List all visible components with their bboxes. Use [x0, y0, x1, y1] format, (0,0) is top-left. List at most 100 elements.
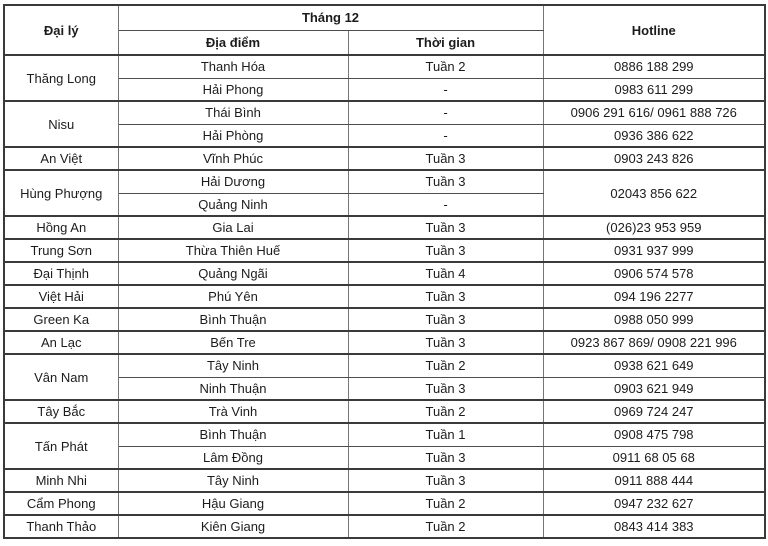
- agent-cell: An Lạc: [3, 330, 119, 355]
- hotline-cell: 094 196 2277: [542, 284, 766, 309]
- table-row: Hải Phong - 0983 611 299: [4, 77, 766, 102]
- time-cell: Tuần 2: [347, 514, 544, 539]
- hotline-cell: 0911 888 444: [542, 468, 766, 493]
- agent-cell: Tấn Phát: [3, 422, 119, 470]
- location-cell: Hải Phòng: [117, 123, 349, 148]
- agent-cell: Green Ka: [3, 307, 119, 332]
- hotline-cell: 0969 724 247: [542, 399, 766, 424]
- table-row: Đại Thịnh Quảng Ngãi Tuần 4 0906 574 578: [3, 261, 766, 286]
- location-cell: Lâm Đồng: [117, 445, 349, 470]
- agent-cell: Hùng Phượng: [3, 169, 119, 217]
- agent-group-cam-phong: Cẩm Phong Hậu Giang Tuần 2 0947 232 627: [3, 491, 766, 516]
- agent-group-hung-phuong: Hùng Phượng Hải Dương Tuần 3 02043 856 6…: [3, 169, 766, 217]
- agent-group-dai-thinh: Đại Thịnh Quảng Ngãi Tuần 4 0906 574 578: [3, 261, 766, 286]
- table-row: Tây Bắc Trà Vinh Tuần 2 0969 724 247: [3, 399, 766, 424]
- location-cell: Bình Thuận: [117, 422, 349, 447]
- time-cell: -: [347, 192, 544, 217]
- hotline-cell: 0843 414 383: [542, 514, 766, 539]
- time-cell: Tuần 2: [347, 54, 544, 79]
- table-row: An Lạc Bến Tre Tuần 3 0923 867 869/ 0908…: [3, 330, 766, 355]
- agent-cell: An Việt: [3, 146, 119, 171]
- table-row: Thăng Long Thanh Hóa Tuần 2 0886 188 299: [3, 54, 766, 102]
- location-cell: Trà Vinh: [117, 399, 349, 424]
- agent-group-an-viet: An Việt Vĩnh Phúc Tuần 3 0903 243 826: [3, 146, 766, 171]
- table-row: Vân Nam Tây Ninh Tuần 2 0938 621 649: [3, 353, 766, 401]
- agent-group-minh-nhi: Minh Nhi Tây Ninh Tuần 3 0911 888 444: [3, 468, 766, 493]
- header-month: Tháng 12: [117, 4, 544, 31]
- location-cell: Thanh Hóa: [117, 54, 349, 79]
- table-row: Tấn Phát Bình Thuận Tuần 1 0908 475 798: [3, 422, 766, 470]
- time-cell: Tuần 3: [347, 445, 544, 470]
- location-cell: Vĩnh Phúc: [117, 146, 349, 171]
- agent-group-thanh-thao: Thanh Thảo Kiên Giang Tuần 2 0843 414 38…: [3, 514, 766, 539]
- hotline-cell: 0911 68 05 68: [542, 445, 766, 470]
- table-row: Ninh Thuận Tuần 3 0903 621 949: [4, 376, 766, 401]
- hotline-cell: 02043 856 622: [542, 169, 766, 217]
- agent-cell: Thăng Long: [3, 54, 119, 102]
- location-cell: Thừa Thiên Huế: [117, 238, 349, 263]
- time-cell: Tuần 3: [347, 468, 544, 493]
- hotline-cell: 0908 475 798: [542, 422, 766, 447]
- time-cell: Tuần 1: [347, 422, 544, 447]
- agent-group-nisu: Nisu Thái Bình - 0906 291 616/ 0961 888 …: [3, 100, 766, 148]
- location-cell: Quảng Ngãi: [117, 261, 349, 286]
- table-row: Hùng Phượng Hải Dương Tuần 3 02043 856 6…: [3, 169, 766, 217]
- hotline-cell: 0983 611 299: [542, 77, 766, 102]
- hotline-cell: 0988 050 999: [542, 307, 766, 332]
- time-cell: Tuần 3: [347, 330, 544, 355]
- agent-group-green-ka: Green Ka Bình Thuận Tuần 3 0988 050 999: [3, 307, 766, 332]
- table-row: Cẩm Phong Hậu Giang Tuần 2 0947 232 627: [3, 491, 766, 516]
- agent-schedule-table: Đại lý Tháng 12 Hotline Địa điểm Thời gi…: [3, 4, 767, 539]
- time-cell: Tuần 2: [347, 491, 544, 516]
- header-row-1: Đại lý Tháng 12 Hotline: [3, 4, 766, 56]
- agent-cell: Việt Hải: [3, 284, 119, 309]
- header-hotline: Hotline: [542, 4, 766, 56]
- table-row: Hồng An Gia Lai Tuần 3 (026)23 953 959: [3, 215, 766, 240]
- location-cell: Tây Ninh: [117, 353, 349, 378]
- hotline-cell: 0947 232 627: [542, 491, 766, 516]
- location-cell: Hậu Giang: [117, 491, 349, 516]
- table-row: Lâm Đồng Tuần 3 0911 68 05 68: [4, 445, 766, 470]
- agent-group-hong-an: Hồng An Gia Lai Tuần 3 (026)23 953 959: [3, 215, 766, 240]
- location-cell: Thái Bình: [117, 100, 349, 125]
- table-row: Việt Hải Phú Yên Tuần 3 094 196 2277: [3, 284, 766, 309]
- hotline-cell: 0903 243 826: [542, 146, 766, 171]
- location-cell: Phú Yên: [117, 284, 349, 309]
- location-cell: Quảng Ninh: [117, 192, 349, 217]
- time-cell: Tuần 3: [347, 146, 544, 171]
- time-cell: Tuần 4: [347, 261, 544, 286]
- agent-cell: Thanh Thảo: [3, 514, 119, 539]
- table-row: Green Ka Bình Thuận Tuần 3 0988 050 999: [3, 307, 766, 332]
- time-cell: Tuần 2: [347, 399, 544, 424]
- time-cell: -: [347, 123, 544, 148]
- agent-cell: Minh Nhi: [3, 468, 119, 493]
- location-cell: Ninh Thuận: [117, 376, 349, 401]
- hotline-cell: (026)23 953 959: [542, 215, 766, 240]
- time-cell: Tuần 2: [347, 353, 544, 378]
- agent-group-an-lac: An Lạc Bến Tre Tuần 3 0923 867 869/ 0908…: [3, 330, 766, 355]
- hotline-cell: 0938 621 649: [542, 353, 766, 378]
- header-time: Thời gian: [347, 29, 544, 56]
- agent-cell: Đại Thịnh: [3, 261, 119, 286]
- table-row: Hải Phòng - 0936 386 622: [4, 123, 766, 148]
- location-cell: Bình Thuận: [117, 307, 349, 332]
- agent-group-van-nam: Vân Nam Tây Ninh Tuần 2 0938 621 649 Nin…: [3, 353, 766, 401]
- table-row: Trung Sơn Thừa Thiên Huế Tuần 3 0931 937…: [3, 238, 766, 263]
- header-location: Địa điểm: [117, 29, 349, 56]
- location-cell: Tây Ninh: [117, 468, 349, 493]
- location-cell: Bến Tre: [117, 330, 349, 355]
- agent-cell: Hồng An: [3, 215, 119, 240]
- time-cell: Tuần 3: [347, 238, 544, 263]
- time-cell: Tuần 3: [347, 284, 544, 309]
- hotline-cell: 0923 867 869/ 0908 221 996: [542, 330, 766, 355]
- agent-cell: Tây Bắc: [3, 399, 119, 424]
- hotline-cell: 0903 621 949: [542, 376, 766, 401]
- hotline-cell: 0886 188 299: [542, 54, 766, 79]
- location-cell: Hải Phong: [117, 77, 349, 102]
- time-cell: -: [347, 100, 544, 125]
- hotline-cell: 0906 574 578: [542, 261, 766, 286]
- agent-group-tan-phat: Tấn Phát Bình Thuận Tuần 1 0908 475 798 …: [3, 422, 766, 470]
- agent-group-viet-hai: Việt Hải Phú Yên Tuần 3 094 196 2277: [3, 284, 766, 309]
- location-cell: Kiên Giang: [117, 514, 349, 539]
